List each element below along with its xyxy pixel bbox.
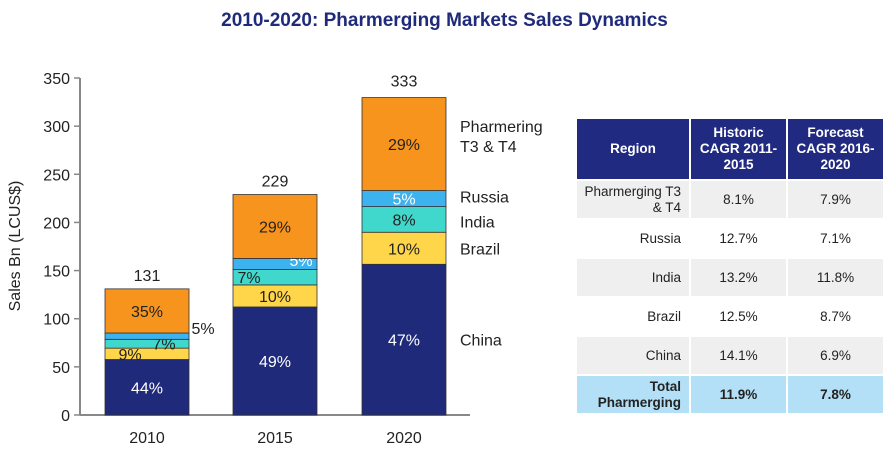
segment-label: 35% xyxy=(131,304,163,321)
cagr-cell: 8.1% xyxy=(691,181,786,218)
table-row: Brazil 12.5% 8.7% xyxy=(577,298,883,335)
cagr-cell: 11.8% xyxy=(788,259,883,296)
bar-total-label: 229 xyxy=(262,174,289,191)
bar-segment-brazil xyxy=(361,231,447,265)
x-tick-label: 2015 xyxy=(257,430,293,447)
legend-label-india: India xyxy=(460,214,495,231)
segment-label: 44% xyxy=(131,380,163,397)
region-cell: Pharmerging T3 & T4 xyxy=(577,181,689,218)
region-cell: China xyxy=(577,337,689,374)
y-tick-label: 300 xyxy=(43,119,70,136)
y-tick-label: 0 xyxy=(61,408,70,425)
segment-label: 8% xyxy=(392,212,415,229)
y-tick-label: 100 xyxy=(43,312,70,329)
legend-label-china: China xyxy=(460,333,502,350)
y-tick-label: 50 xyxy=(52,360,70,377)
cagr-cell: 7.9% xyxy=(788,181,883,218)
total-label: Total Pharmerging xyxy=(577,376,689,413)
cagr-table: Region Historic CAGR 2011-2015 Forecast … xyxy=(575,117,885,415)
total-cagr: 7.8% xyxy=(788,376,883,413)
segment-label: 5% xyxy=(191,321,214,338)
cagr-cell: 14.1% xyxy=(691,337,786,374)
bar-segment-china xyxy=(104,359,190,416)
bar-segment-pharmering-t3-t4 xyxy=(361,97,447,191)
region-cell: Russia xyxy=(577,220,689,257)
y-tick-label: 350 xyxy=(43,71,70,88)
y-axis-label: Sales Bn (LCUS$) xyxy=(7,181,24,312)
y-tick-label: 150 xyxy=(43,264,70,281)
table-row: Pharmerging T3 & T4 8.1% 7.9% xyxy=(577,181,883,218)
bar-segment-russia xyxy=(104,332,190,340)
legend-label-brazil: Brazil xyxy=(460,241,500,258)
bar-segment-china xyxy=(361,263,447,416)
segment-label: 49% xyxy=(259,354,291,371)
stacked-bar-chart: 0 50 100 150 200 250 300 350 Sales Bn (LCUS$) 44%… xyxy=(7,71,543,447)
total-cagr: 11.9% xyxy=(691,376,786,413)
cagr-cell: 13.2% xyxy=(691,259,786,296)
table-row: China 14.1% 6.9% xyxy=(577,337,883,374)
segment-label: 10% xyxy=(259,289,291,306)
segment-label: 10% xyxy=(388,241,420,258)
cagr-cell: 8.7% xyxy=(788,298,883,335)
header-region: Region xyxy=(577,119,689,179)
table-row: India 13.2% 11.8% xyxy=(577,259,883,296)
bar-total-label: 131 xyxy=(134,268,161,285)
bar-segment-india xyxy=(361,206,447,233)
total-row: Total Pharmerging 11.9% 7.8% xyxy=(577,376,883,413)
segment-label: 29% xyxy=(388,137,420,154)
region-cell: India xyxy=(577,259,689,296)
bar-segment-china xyxy=(232,306,318,416)
segment-label: 5% xyxy=(392,192,415,209)
segment-label: 7% xyxy=(152,337,175,354)
y-tick-label: 250 xyxy=(43,167,70,184)
segment-label: 9% xyxy=(118,347,141,364)
header-historic: Historic CAGR 2011-2015 xyxy=(691,119,786,179)
bar-segment-india xyxy=(104,338,190,349)
x-tick-label: 2020 xyxy=(386,430,422,447)
segment-label: 7% xyxy=(237,270,260,287)
segment-label: 47% xyxy=(388,333,420,350)
legend-label-pharmering-t3-t4: Pharmering T3 & T4 xyxy=(460,119,543,156)
legend-label-russia: Russia xyxy=(460,190,509,207)
header-forecast: Forecast CAGR 2016-2020 xyxy=(788,119,883,179)
bar-total-label: 333 xyxy=(391,73,418,90)
cagr-cell: 12.5% xyxy=(691,298,786,335)
x-tick-label: 2010 xyxy=(129,430,165,447)
cagr-cell: 12.7% xyxy=(691,220,786,257)
table-row: Russia 12.7% 7.1% xyxy=(577,220,883,257)
segment-label: 29% xyxy=(259,219,291,236)
bar-segment-pharmering-t3-t4 xyxy=(104,288,190,334)
cagr-cell: 6.9% xyxy=(788,337,883,374)
y-tick-label: 200 xyxy=(43,215,70,232)
cagr-cell: 7.1% xyxy=(788,220,883,257)
region-cell: Brazil xyxy=(577,298,689,335)
bar-segment-pharmering-t3-t4 xyxy=(232,194,318,259)
chart-title: 2010-2020: Pharmerging Markets Sales Dyn… xyxy=(221,10,668,31)
